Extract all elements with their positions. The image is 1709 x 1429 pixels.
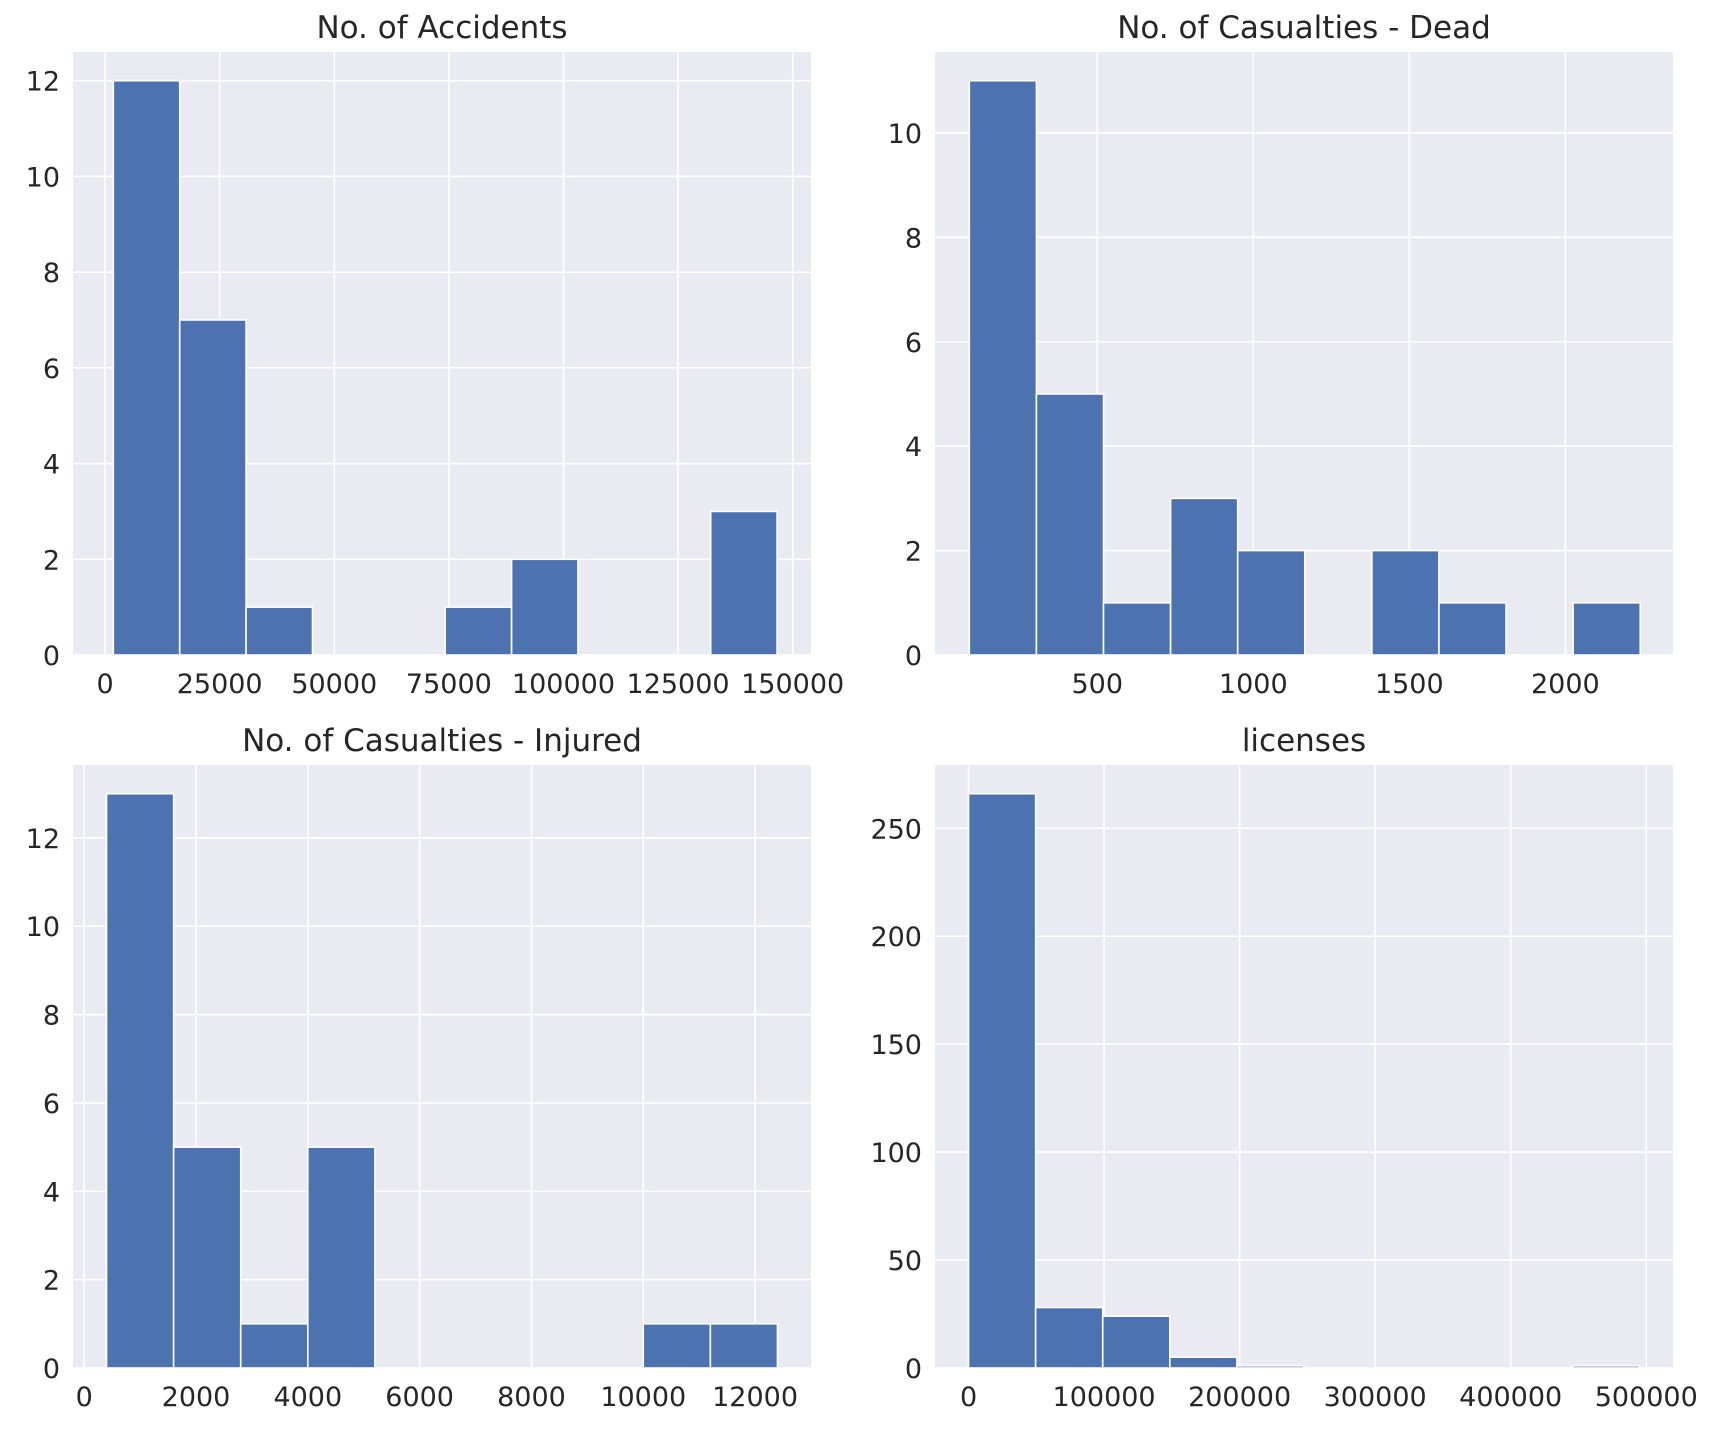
chart-1-y-tick-label: 0 [43, 641, 60, 672]
chart-2-bar [1236, 549, 1306, 656]
chart-2-bar [1572, 601, 1642, 656]
chart-3-bar [642, 1323, 712, 1369]
chart-2-y-tick-label: 8 [905, 223, 922, 254]
chart-1-bar [510, 558, 579, 656]
chart-1-bar [245, 606, 314, 656]
chart-1-panel: 0 25000 50000 75000 100000 125000 150000 0 2 4 6 8 1… [26, 10, 845, 700]
chart-3-x-tick-label: 12000 [712, 1382, 798, 1413]
chart-4-y-tick-label: 100 [870, 1138, 922, 1169]
chart-3-x-tick-label: 2000 [162, 1382, 231, 1413]
chart-4-y-tick-label: 50 [888, 1246, 922, 1277]
chart-4-x-tick-label: 300000 [1324, 1382, 1427, 1413]
chart-3-bar [709, 1323, 779, 1369]
chart-4-y-tick-label: 150 [870, 1030, 922, 1061]
chart-1-x-tick-label: 150000 [741, 669, 844, 700]
chart-2-y-tick-label: 0 [905, 641, 922, 672]
chart-4-panel: 0 100000 200000 300000 400000 500000 0 50 100 150… [870, 723, 1697, 1413]
chart-1-bar [112, 79, 181, 656]
chart-1-y-tick-label: 10 [26, 162, 60, 193]
chart-3-y-tick-label: 12 [26, 824, 60, 855]
chart-3-x-tick-label: 4000 [273, 1382, 342, 1413]
chart-3-y-tick-label: 6 [43, 1089, 60, 1120]
chart-1-x-tick-label: 100000 [512, 669, 615, 700]
chart-3-panel: 0 2000 4000 6000 8000 10000 12000 0 2 4 6 8 10 12 No. … [26, 723, 811, 1413]
chart-3-y-tick-label: 8 [43, 1001, 60, 1032]
chart-2-bar [968, 79, 1038, 656]
chart-4-x-tick-label: 400000 [1459, 1382, 1562, 1413]
chart-3-y-tick-label: 0 [43, 1354, 60, 1385]
chart-4-x-tick-label: 200000 [1188, 1382, 1291, 1413]
chart-3-bar [105, 792, 175, 1369]
chart-4-bar [1034, 1306, 1104, 1369]
chart-1-y-tick-label: 6 [43, 354, 60, 385]
chart-1-bar [709, 510, 778, 656]
chart-2-y-tick-label: 6 [905, 328, 922, 359]
chart-4-title: licenses [1242, 723, 1366, 759]
chart-4-y-tick-label: 200 [870, 922, 922, 953]
chart-2-bar [1035, 393, 1105, 656]
chart-2-panel: 500 1000 1500 2000 0 2 4 6 8 10 No. of Casualties … [888, 10, 1673, 700]
chart-2-bar [1169, 497, 1239, 656]
chart-1-x-tick-label: 0 [96, 669, 113, 700]
chart-2-y-tick-label: 2 [905, 537, 922, 568]
chart-2-x-tick-label: 500 [1071, 669, 1123, 700]
chart-1-title: No. of Accidents [316, 10, 567, 46]
chart-4-x-tick-label: 0 [960, 1382, 977, 1413]
chart-1-y-tick-label: 2 [43, 545, 60, 576]
chart-2-bar [1438, 601, 1507, 656]
chart-2-y-tick-label: 4 [905, 432, 922, 463]
chart-4-x-tick-label: 100000 [1053, 1382, 1156, 1413]
chart-3-bar [307, 1146, 376, 1369]
chart-3-bar [239, 1323, 309, 1369]
chart-1-x-tick-label: 125000 [627, 669, 730, 700]
chart-2-x-tick-label: 1500 [1375, 669, 1444, 700]
chart-2-y-tick-label: 10 [888, 119, 922, 150]
chart-3-x-tick-label: 0 [76, 1382, 93, 1413]
chart-2-x-tick-label: 1000 [1219, 669, 1288, 700]
chart-4-x-tick-label: 500000 [1595, 1382, 1698, 1413]
chart-4-plot-area [935, 765, 1673, 1368]
chart-4-y-tick-label: 250 [870, 814, 922, 845]
chart-2-bar [1102, 601, 1172, 656]
chart-3-y-tick-label: 10 [26, 912, 60, 943]
chart-3-bar [172, 1146, 242, 1369]
chart-3-x-tick-label: 10000 [600, 1382, 686, 1413]
chart-1-x-tick-label: 75000 [406, 669, 492, 700]
chart-2-x-tick-label: 2000 [1531, 669, 1600, 700]
chart-1-x-tick-label: 50000 [291, 669, 377, 700]
chart-3-x-tick-label: 8000 [497, 1382, 566, 1413]
chart-3-y-tick-label: 4 [43, 1177, 60, 1208]
chart-1-bar [444, 606, 513, 656]
chart-1-y-tick-label: 12 [26, 67, 60, 98]
chart-1-y-tick-label: 8 [43, 258, 60, 289]
chart-1-x-tick-label: 25000 [177, 669, 263, 700]
chart-3-y-tick-label: 2 [43, 1266, 60, 1297]
chart-1-y-tick-label: 4 [43, 450, 60, 481]
chart-4-bar [1101, 1315, 1171, 1369]
chart-4-bar [1236, 1365, 1305, 1369]
chart-4-bar [967, 792, 1037, 1369]
chart-4-y-tick-label: 0 [905, 1354, 922, 1385]
chart-2-title: No. of Casualties - Dead [1117, 10, 1491, 46]
chart-1-bar [178, 319, 247, 656]
chart-4-bar [1169, 1356, 1238, 1369]
chart-3-x-tick-label: 6000 [385, 1382, 454, 1413]
chart-3-title: No. of Casualties - Injured [242, 723, 642, 759]
chart-2-bar [1371, 549, 1440, 656]
chart-4-bar [1571, 1365, 1641, 1369]
